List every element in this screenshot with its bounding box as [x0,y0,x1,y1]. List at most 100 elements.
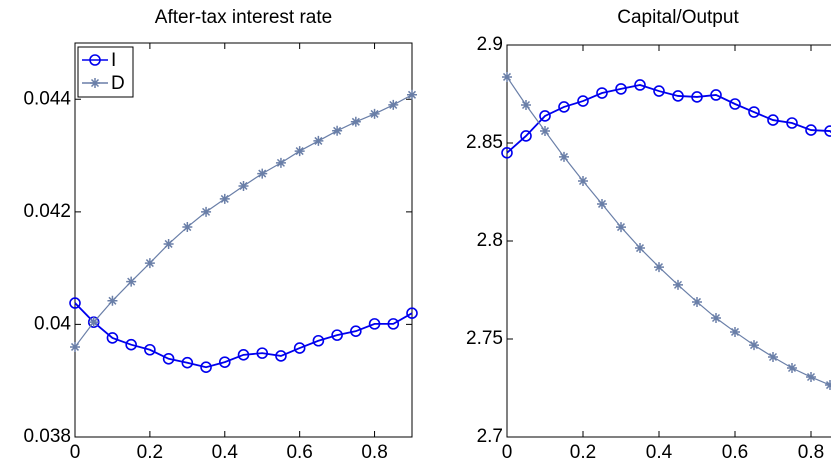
y-tick-label: 2.7 [477,426,503,447]
x-tick-label: 0.4 [212,442,239,463]
marker-asterisk [654,262,664,273]
marker-asterisk [388,99,399,110]
series [506,76,831,387]
marker-circle [200,361,212,374]
chart-title: Capital/Output [617,7,739,28]
marker-circle [125,338,137,351]
y-tick-label: 0.042 [23,201,71,222]
marker-circle [162,352,175,365]
marker-asterisk [182,222,193,233]
legend-label: I [111,50,116,71]
marker-asterisk [70,341,80,352]
marker-asterisk [107,295,118,306]
marker-asterisk [692,296,702,307]
marker-circle [218,356,231,368]
marker-asterisk [369,108,380,119]
y-tick-label: 2.8 [477,230,503,251]
marker-asterisk [711,313,721,324]
marker-asterisk [201,206,212,217]
legend-marker [90,78,100,88]
marker-circle [256,347,269,359]
x-tick-label: 0.2 [137,442,163,463]
x-tick-label: 0 [70,442,81,463]
marker-circle [106,332,119,344]
marker-asterisk [350,116,361,127]
marker-asterisk [257,168,268,179]
marker-asterisk [597,198,607,209]
marker-asterisk [673,279,683,290]
marker-asterisk [578,176,588,187]
x-tick-label: 0 [502,442,513,463]
marker-asterisk [521,99,531,110]
marker-asterisk [749,340,759,351]
marker-circle [331,329,343,341]
y-tick-label: 2.85 [466,132,503,153]
marker-circle [501,147,513,159]
axes-box [74,42,413,438]
marker-asterisk [238,180,249,191]
marker-circle [275,350,287,362]
legend-label: D [111,73,125,94]
marker-circle [615,83,627,95]
marker-circle [786,117,798,129]
marker-asterisk [635,243,645,254]
marker-circle [653,85,665,97]
marker-circle [767,114,779,126]
marker-circle [596,87,608,99]
series [74,302,413,369]
y-tick-label: 2.9 [477,34,503,55]
marker-asterisk [219,193,230,204]
x-tick-label: 0.6 [286,442,312,463]
marker-circle [293,342,306,354]
marker-circle [539,110,551,122]
marker-asterisk [730,326,740,337]
axes-box [506,44,831,438]
marker-asterisk [88,317,99,328]
marker-asterisk [294,146,305,157]
marker-asterisk [313,135,324,146]
marker-asterisk [407,89,417,100]
marker-asterisk [825,380,831,391]
series-line [506,76,831,387]
marker-circle [406,307,418,319]
marker-asterisk [163,238,174,249]
legend-marker [89,54,101,66]
y-tick-label: 2.75 [466,328,503,349]
x-tick-label: 0.2 [570,442,596,463]
x-tick-label: 0.8 [798,442,824,463]
y-tick-label: 0.04 [34,313,71,334]
series-line [74,94,413,348]
marker-circle [237,349,250,361]
series [74,94,413,348]
marker-circle [144,343,156,356]
chart-title: After-tax interest rate [155,7,332,28]
series-line [506,84,831,154]
marker-circle [350,325,362,337]
x-tick-label: 0.8 [361,442,387,463]
marker-circle [634,79,646,91]
marker-circle [710,89,722,101]
marker-asterisk [806,372,816,383]
y-tick-label: 0.044 [23,88,71,109]
marker-circle [691,91,703,103]
marker-circle [312,334,325,347]
marker-circle [69,297,81,309]
marker-circle [805,124,817,136]
marker-asterisk [502,71,512,82]
marker-circle [672,90,684,102]
marker-asterisk [787,363,797,374]
marker-circle [577,95,589,107]
marker-asterisk [559,151,569,162]
marker-asterisk [616,222,626,233]
marker-circle [748,106,760,118]
legend-box [77,46,134,98]
marker-asterisk [275,157,286,168]
marker-asterisk [144,258,155,269]
marker-asterisk [540,126,550,137]
marker-circle [520,130,532,142]
series-line [74,302,413,369]
marker-circle [387,318,400,330]
marker-circle [824,125,831,137]
marker-circle [181,356,194,369]
